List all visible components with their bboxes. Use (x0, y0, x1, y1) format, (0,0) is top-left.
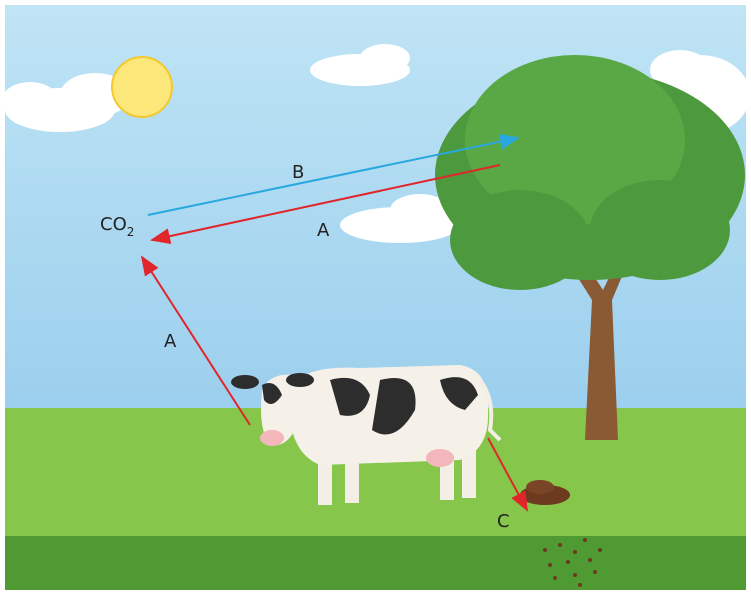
arrow-label: C (497, 511, 510, 532)
arrow-label: B (292, 162, 304, 183)
scene: CO2 B A A C (0, 0, 751, 595)
co2-text: CO (100, 214, 127, 235)
arrow-label: A (317, 220, 330, 241)
arrow-label: A (164, 331, 177, 352)
ground (5, 536, 746, 590)
co2-subscript: 2 (127, 225, 135, 239)
sun (112, 57, 172, 117)
